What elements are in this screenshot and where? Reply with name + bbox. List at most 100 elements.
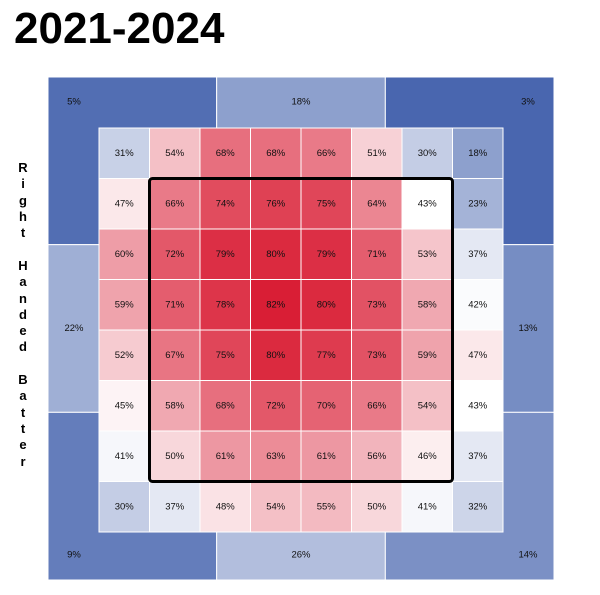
- outer-zone-top-right-label: 3%: [521, 97, 535, 108]
- heatmap-cell-label: 30%: [418, 148, 438, 159]
- heatmap-cell: [199, 430, 251, 482]
- outer-zone-right-label: 13%: [518, 323, 538, 334]
- heatmap-cell-label: 54%: [165, 148, 185, 159]
- heatmap-cell-label: 41%: [115, 451, 135, 462]
- strike-zone-border: [148, 177, 454, 483]
- heatmap-cell: [199, 481, 251, 533]
- side-label-letter: d: [19, 306, 27, 322]
- side-label-letter: R: [18, 160, 28, 175]
- heatmap-cell: [199, 380, 251, 432]
- heatmap-cell: [250, 127, 302, 179]
- outer-zone-top-label: 18%: [291, 97, 311, 108]
- side-label-letter: t: [20, 404, 26, 420]
- heatmap-cell-label: 32%: [468, 501, 488, 512]
- heatmap-cell-label: 43%: [468, 400, 488, 411]
- heatmap-cell-label: 71%: [367, 249, 387, 260]
- heatmap-cell-label: 68%: [266, 148, 286, 159]
- heatmap-cell-label: 54%: [418, 400, 438, 411]
- heatmap-cell: [149, 178, 201, 230]
- heatmap-cell-label: 59%: [418, 350, 438, 361]
- heatmap-cell-label: 47%: [115, 198, 135, 209]
- heatmap-cell-label: 31%: [115, 148, 135, 159]
- heatmap-cell: [452, 329, 504, 381]
- heatmap-cell: [351, 430, 403, 482]
- heatmap-cell: [452, 178, 504, 230]
- heatmap-cell-label: 53%: [418, 249, 438, 260]
- side-label-letter: B: [18, 372, 28, 388]
- heatmap-cell-label: 66%: [317, 148, 337, 159]
- heatmap-cell-label: 18%: [468, 148, 488, 159]
- heatmap-cell-label: 68%: [216, 400, 236, 411]
- outer-zone-top-left-label: 5%: [67, 97, 81, 108]
- side-label-letter: d: [19, 339, 27, 355]
- heatmap-cell-label: 78%: [216, 299, 236, 310]
- heatmap-cell: [401, 329, 453, 381]
- heatmap-cell: [98, 380, 150, 432]
- side-label-letter: t: [20, 421, 26, 437]
- heatmap-cell: [401, 127, 453, 179]
- heatmap-cell: [300, 279, 352, 331]
- side-label-letter: i: [21, 176, 25, 192]
- heatmap-cell-label: 51%: [367, 148, 387, 159]
- heatmap-cell: [149, 228, 201, 280]
- heatmap-cell-label: 60%: [115, 249, 135, 260]
- heatmap-cell-label: 58%: [165, 400, 185, 411]
- heatmap-cell-label: 72%: [165, 249, 185, 260]
- heatmap-cell: [452, 481, 504, 533]
- heatmap-cell-label: 66%: [367, 400, 387, 411]
- heatmap-cell-label: 23%: [468, 198, 488, 209]
- heatmap-cell-label: 47%: [468, 350, 488, 361]
- heatmap-cell: [401, 481, 453, 533]
- heatmap-cell: [199, 279, 251, 331]
- outer-zone-bottom-right-label: 14%: [518, 550, 538, 561]
- heatmap-cell-label: 80%: [317, 299, 337, 310]
- side-label-letter: e: [19, 323, 27, 339]
- outer-zone-bottom: [216, 531, 386, 581]
- side-label-letter: a: [19, 388, 27, 404]
- heatmap-cell: [149, 279, 201, 331]
- heatmap-cell-label: 56%: [367, 451, 387, 462]
- heatmap-cell-label: 59%: [115, 299, 135, 310]
- outer-zone-bottom-left-label: 9%: [67, 550, 81, 561]
- heatmap-cell: [98, 178, 150, 230]
- heatmap-cell-label: 70%: [317, 400, 337, 411]
- heatmap-cell: [98, 329, 150, 381]
- heatmap-cell-label: 80%: [266, 249, 286, 260]
- heatmap-cell-label: 71%: [165, 299, 185, 310]
- heatmap-cell: [300, 380, 352, 432]
- heatmap-cell-label: 58%: [418, 299, 438, 310]
- heatmap-cell-label: 46%: [418, 451, 438, 462]
- heatmap-cell-label: 55%: [317, 501, 337, 512]
- side-label-letter: t: [20, 225, 26, 241]
- heatmap-cell-label: 52%: [115, 350, 135, 361]
- heatmap-cell-label: 54%: [266, 501, 286, 512]
- heatmap-cell: [250, 380, 302, 432]
- outer-zone-top: [216, 76, 386, 129]
- heatmap-cell: [98, 430, 150, 482]
- heatmap-cell-label: 80%: [266, 350, 286, 361]
- heatmap-cell: [351, 279, 403, 331]
- heatmap-cell-label: 45%: [115, 400, 135, 411]
- heatmap-cell-label: 68%: [216, 148, 236, 159]
- side-label-letter: a: [19, 274, 27, 290]
- heatmap-cell: [452, 430, 504, 482]
- heatmap-cell-label: 64%: [367, 198, 387, 209]
- heatmap-cell-label: 61%: [216, 451, 236, 462]
- side-label-letter: g: [19, 192, 27, 208]
- heatmap-cell-label: 76%: [266, 198, 286, 209]
- heatmap-cell: [199, 329, 251, 381]
- heatmap-cell: [452, 127, 504, 179]
- heatmap-cell-label: 75%: [216, 350, 236, 361]
- heatmap-cell-label: 37%: [165, 501, 185, 512]
- heatmap-cell-label: 79%: [317, 249, 337, 260]
- heatmap-cell-label: 75%: [317, 198, 337, 209]
- heatmap-cell: [199, 228, 251, 280]
- heatmap-cell: [250, 329, 302, 381]
- heatmap-cell: [300, 329, 352, 381]
- heatmap-cell: [98, 481, 150, 533]
- heatmap-cell-label: 50%: [367, 501, 387, 512]
- heatmap-cell-label: 66%: [165, 198, 185, 209]
- heatmap-cell-label: 67%: [165, 350, 185, 361]
